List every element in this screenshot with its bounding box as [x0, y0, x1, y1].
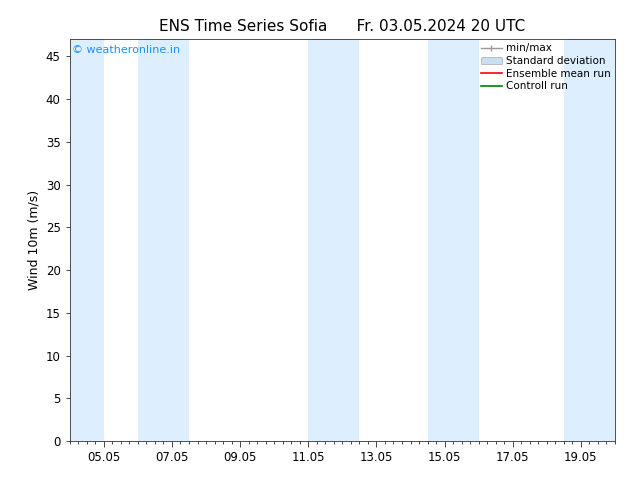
Y-axis label: Wind 10m (m/s): Wind 10m (m/s) — [27, 190, 41, 290]
Bar — [53, 39, 104, 441]
Title: ENS Time Series Sofia      Fr. 03.05.2024 20 UTC: ENS Time Series Sofia Fr. 03.05.2024 20 … — [159, 19, 526, 34]
Bar — [564, 39, 632, 441]
Text: © weatheronline.in: © weatheronline.in — [72, 45, 181, 55]
Bar — [138, 39, 189, 441]
Legend: min/max, Standard deviation, Ensemble mean run, Controll run: min/max, Standard deviation, Ensemble me… — [479, 41, 613, 93]
Bar — [427, 39, 479, 441]
Bar — [308, 39, 359, 441]
